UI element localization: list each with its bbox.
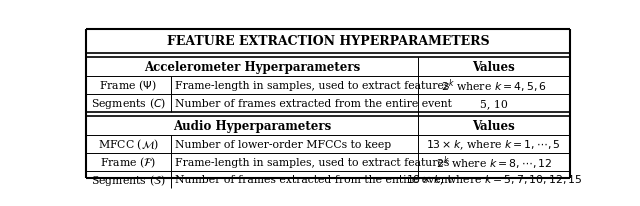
Text: Audio Hyperparameters: Audio Hyperparameters xyxy=(173,120,331,132)
Text: Segments ($\mathcal{S}$): Segments ($\mathcal{S}$) xyxy=(91,172,166,187)
Text: Frame ($\Psi$): Frame ($\Psi$) xyxy=(99,78,157,93)
Text: Values: Values xyxy=(472,120,515,132)
Text: Number of lower-order MFCCs to keep: Number of lower-order MFCCs to keep xyxy=(175,139,391,149)
Text: $2^k$ where $k = 8, \cdots, 12$: $2^k$ where $k = 8, \cdots, 12$ xyxy=(436,153,552,171)
Text: Frame-length in samples, used to extract features: Frame-length in samples, used to extract… xyxy=(175,81,449,91)
Text: Values: Values xyxy=(472,61,515,74)
Text: Segments ($C$): Segments ($C$) xyxy=(91,96,166,111)
Text: FEATURE EXTRACTION HYPERPARAMETERS: FEATURE EXTRACTION HYPERPARAMETERS xyxy=(166,35,490,48)
Text: $10 \times k$, where $k = 5, 7, 10, 12, 15$: $10 \times k$, where $k = 5, 7, 10, 12, … xyxy=(406,173,582,186)
Text: Number of frames extracted from the entire event: Number of frames extracted from the enti… xyxy=(175,98,451,108)
Text: $13 \times k$, where $k = 1, \cdots, 5$: $13 \times k$, where $k = 1, \cdots, 5$ xyxy=(426,138,561,151)
Text: Frame ($\mathcal{F}$): Frame ($\mathcal{F}$) xyxy=(100,155,156,169)
Text: $2^k$ where $k = 4, 5, 6$: $2^k$ where $k = 4, 5, 6$ xyxy=(441,77,547,95)
Text: Frame-length in samples, used to extract features: Frame-length in samples, used to extract… xyxy=(175,157,449,167)
Text: 5, 10: 5, 10 xyxy=(480,98,508,108)
Text: Accelerometer Hyperparameters: Accelerometer Hyperparameters xyxy=(143,61,360,74)
Text: MFCC ($\mathcal{M}$): MFCC ($\mathcal{M}$) xyxy=(98,137,159,152)
Text: Number of frames extracted from the entire event: Number of frames extracted from the enti… xyxy=(175,174,451,184)
